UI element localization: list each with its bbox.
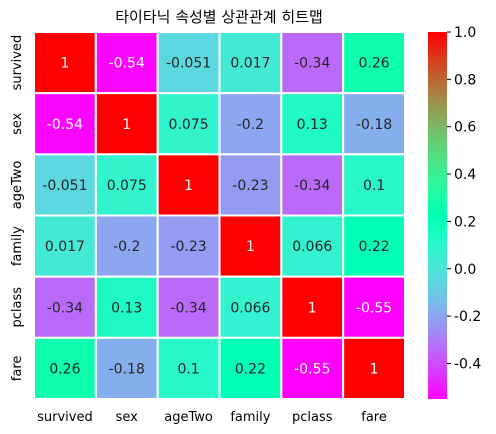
cell-value-label: -0.18 <box>109 361 145 377</box>
heatmap-cell <box>280 275 345 339</box>
heatmap-cell <box>218 92 283 156</box>
colorbar-tick-label: 0.8 <box>454 72 476 88</box>
heatmap-cell <box>218 336 283 401</box>
heatmap-cell <box>94 153 159 217</box>
cell-value-label: -0.2 <box>237 117 264 133</box>
cell-value-label: 0.017 <box>45 239 85 255</box>
heatmap-cell <box>342 336 406 401</box>
heatmap-cell <box>94 214 159 278</box>
heatmap-cell <box>156 275 221 339</box>
heatmap-cell <box>342 92 406 156</box>
cell-value-label: -0.55 <box>356 300 392 316</box>
x-tick-label: ageTwo <box>164 410 213 425</box>
cell-value-label: 1 <box>60 56 69 72</box>
chart-title: 타이타닉 속성별 상관관계 히트맵 <box>115 8 323 26</box>
colorbar-tick-label: -0.4 <box>454 356 481 372</box>
heatmap-cell <box>342 153 406 217</box>
cell-value-label: 0.075 <box>169 117 209 133</box>
cell-value-label: -0.051 <box>42 178 87 194</box>
x-tick-labels: survived sex ageTwo family pclass fare <box>37 410 387 425</box>
cell-value-label: -0.34 <box>294 56 330 72</box>
x-tick-label: sex <box>116 410 139 425</box>
cell-value-label: 0.1 <box>363 178 385 194</box>
heatmap-cells: 1 -0.54 -0.051 0.017 -0.34 0.26 -0.54 1 0.075 -0.… <box>33 31 406 401</box>
cell-value-label: 0.066 <box>230 300 270 316</box>
y-tick-label: survived <box>10 35 25 91</box>
heatmap-cell <box>33 336 97 401</box>
y-tick-label: family <box>10 226 25 266</box>
cell-value-label: -0.18 <box>356 117 392 133</box>
colorbar-tick-label: 0.4 <box>454 167 476 183</box>
heatmap-cell <box>342 275 406 339</box>
cell-value-label: 1 <box>308 300 317 316</box>
cell-value-label: -0.34 <box>170 300 206 316</box>
cell-value-label: -0.54 <box>109 56 145 72</box>
y-tick-label: sex <box>10 112 25 135</box>
heatmap-cell <box>280 214 345 278</box>
colorbar <box>428 32 447 399</box>
x-tick-label: fare <box>361 410 387 425</box>
heatmap-cell <box>33 214 97 278</box>
cell-value-label: 0.1 <box>177 361 199 377</box>
cell-value-label: 0.26 <box>49 361 80 377</box>
y-tick-label: fare <box>10 356 25 382</box>
heatmap-cell <box>94 92 159 156</box>
cell-value-label: 1 <box>184 178 193 194</box>
colorbar-tick-label: -0.2 <box>454 309 481 325</box>
y-tick-labels: survived sex ageTwo family pclass fare <box>10 35 25 381</box>
cell-value-label: -0.34 <box>294 178 330 194</box>
heatmap-cell <box>94 31 159 95</box>
heatmap-cell <box>342 214 406 278</box>
cell-value-label: 1 <box>370 361 379 377</box>
colorbar-tick-label: 1.0 <box>454 25 476 41</box>
heatmap-cell <box>218 214 283 278</box>
cell-value-label: -0.051 <box>166 56 211 72</box>
cell-value-label: -0.23 <box>232 178 268 194</box>
cell-value-label: 0.22 <box>358 239 389 255</box>
colorbar-tick-label: 0.0 <box>454 262 476 278</box>
cell-value-label: 1 <box>122 117 131 133</box>
x-tick-label: family <box>230 410 270 425</box>
cell-value-label: 0.075 <box>107 178 147 194</box>
cell-value-label: 0.017 <box>230 56 270 72</box>
heatmap-cell <box>156 214 221 278</box>
colorbar-tick-label: 0.6 <box>454 120 476 136</box>
heatmap-cell <box>218 153 283 217</box>
cell-value-label: -0.23 <box>170 239 206 255</box>
cell-value-label: 0.13 <box>297 117 328 133</box>
cell-value-label: -0.2 <box>113 239 140 255</box>
cell-value-label: -0.55 <box>294 361 330 377</box>
cell-value-label: -0.34 <box>47 300 83 316</box>
y-tick-label: pclass <box>10 287 25 328</box>
colorbar-ticks: -0.4 -0.2 0.0 0.2 0.4 0.6 0.8 1.0 <box>447 25 481 372</box>
heatmap-cell <box>280 336 345 401</box>
heatmap-cell <box>342 31 406 95</box>
y-tick-label: ageTwo <box>10 161 25 210</box>
cell-value-label: 0.13 <box>111 300 142 316</box>
cell-value-label: 1 <box>246 239 255 255</box>
heatmap-cell <box>33 31 97 95</box>
x-tick-label: survived <box>37 410 93 425</box>
cell-value-label: 0.26 <box>358 56 389 72</box>
cell-value-label: 0.066 <box>292 239 332 255</box>
cell-value-label: 0.22 <box>235 361 266 377</box>
x-tick-label: pclass <box>292 410 333 425</box>
cell-value-label: -0.54 <box>47 117 83 133</box>
colorbar-tick-label: 0.2 <box>454 214 476 230</box>
heatmap-cell <box>280 153 345 217</box>
